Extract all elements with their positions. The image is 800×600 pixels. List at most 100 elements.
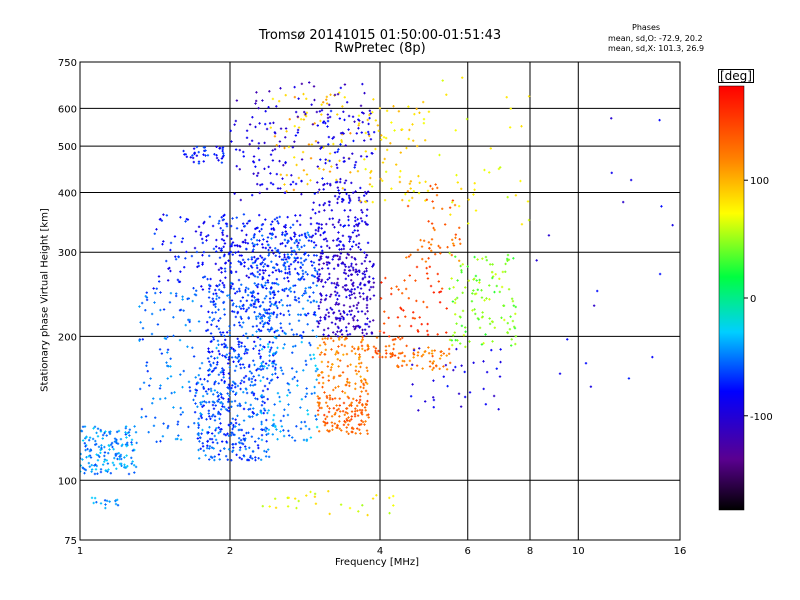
- data-point: [411, 196, 414, 200]
- data-point: [339, 312, 342, 316]
- data-point: [260, 433, 264, 437]
- data-point: [385, 109, 389, 113]
- data-point: [360, 131, 363, 134]
- data-point: [306, 273, 309, 276]
- data-point: [352, 240, 355, 243]
- data-point: [186, 345, 189, 348]
- data-point: [272, 296, 275, 300]
- data-point: [399, 151, 402, 154]
- data-point: [279, 127, 283, 130]
- data-point: [288, 270, 291, 274]
- data-point: [249, 264, 253, 268]
- data-point: [96, 427, 100, 430]
- data-point: [328, 246, 331, 250]
- data-point: [150, 332, 154, 336]
- data-point: [241, 240, 244, 244]
- data-point: [217, 373, 221, 376]
- data-point: [264, 362, 268, 365]
- data-point: [230, 224, 233, 228]
- data-point: [255, 368, 258, 372]
- data-point: [252, 172, 255, 175]
- data-point: [309, 222, 313, 226]
- data-point: [214, 404, 217, 407]
- data-point: [354, 216, 357, 219]
- data-point: [473, 292, 477, 296]
- data-point: [244, 238, 247, 242]
- data-point: [381, 161, 385, 164]
- data-point: [238, 289, 241, 293]
- data-point: [305, 314, 308, 317]
- data-point: [371, 111, 374, 114]
- data-point: [360, 408, 364, 412]
- data-point: [431, 354, 434, 358]
- data-point: [167, 424, 170, 428]
- data-point: [214, 366, 218, 370]
- data-point: [195, 289, 198, 292]
- data-point: [294, 344, 297, 348]
- data-point: [228, 352, 231, 355]
- data-point: [196, 405, 199, 408]
- data-point: [257, 374, 261, 377]
- data-point: [274, 269, 278, 272]
- data-point: [239, 363, 242, 366]
- data-point: [208, 290, 211, 294]
- data-point: [253, 340, 256, 343]
- data-point: [520, 125, 523, 128]
- data-point: [219, 422, 222, 425]
- data-point: [335, 404, 338, 407]
- data-point: [289, 183, 293, 186]
- data-point: [352, 427, 355, 430]
- data-point: [232, 348, 235, 351]
- data-point: [233, 399, 237, 403]
- data-point: [255, 324, 259, 328]
- data-point: [224, 433, 228, 437]
- data-point: [327, 379, 330, 382]
- data-point: [409, 395, 413, 398]
- data-point: [209, 277, 212, 281]
- data-point: [378, 352, 381, 356]
- data-point: [173, 235, 177, 238]
- data-point: [481, 311, 484, 314]
- data-point: [358, 353, 361, 356]
- data-point: [251, 450, 255, 453]
- data-point: [369, 285, 373, 289]
- data-point: [417, 409, 420, 412]
- plot-frame: [79, 61, 681, 541]
- data-point: [354, 325, 358, 328]
- data-point: [304, 270, 307, 274]
- data-point: [240, 457, 243, 461]
- data-point: [257, 446, 260, 450]
- data-point: [347, 235, 351, 238]
- data-point: [336, 197, 339, 201]
- data-point: [332, 255, 335, 258]
- colorbar-tick-label: 0: [750, 294, 756, 305]
- data-point: [205, 329, 208, 333]
- data-point: [255, 284, 258, 287]
- data-point: [347, 157, 351, 160]
- data-point: [440, 287, 444, 290]
- data-point: [271, 97, 275, 101]
- data-point: [359, 200, 362, 203]
- data-point: [185, 250, 188, 254]
- data-point: [254, 456, 257, 459]
- data-point: [290, 253, 293, 256]
- data-point: [359, 287, 363, 290]
- data-point: [432, 360, 435, 363]
- data-point: [333, 413, 337, 416]
- data-point: [254, 458, 257, 462]
- data-point: [331, 428, 334, 431]
- data-point: [319, 319, 322, 322]
- data-point: [500, 285, 504, 289]
- data-point: [317, 397, 320, 400]
- data-point: [337, 189, 340, 192]
- data-point: [144, 295, 147, 298]
- data-point: [258, 239, 261, 242]
- data-point: [300, 245, 303, 249]
- data-point: [214, 438, 218, 442]
- data-point: [210, 432, 214, 435]
- data-point: [275, 315, 278, 319]
- data-point: [467, 279, 470, 282]
- data-point: [309, 343, 312, 347]
- data-point: [272, 227, 275, 230]
- data-point: [336, 201, 339, 205]
